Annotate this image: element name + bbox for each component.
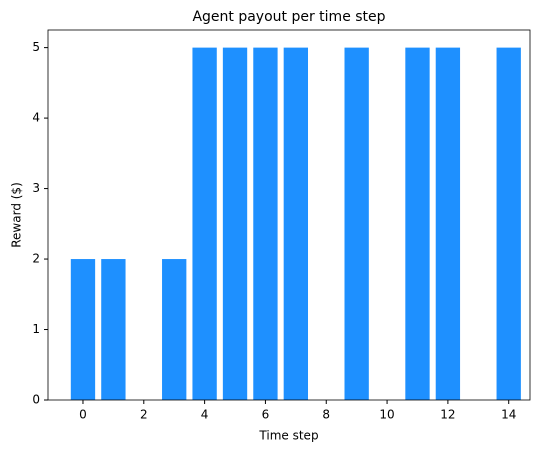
bar xyxy=(496,47,521,400)
y-tick-label: 4 xyxy=(32,111,40,125)
y-axis-label: Reward ($) xyxy=(10,182,24,248)
bar xyxy=(405,47,430,400)
bar xyxy=(253,47,278,400)
bar xyxy=(222,47,248,400)
y-tick-label: 0 xyxy=(32,393,40,407)
x-tick-label: 6 xyxy=(262,408,270,422)
x-tick-label: 14 xyxy=(501,408,516,422)
x-tick-label: 8 xyxy=(322,408,330,422)
y-tick-label: 2 xyxy=(32,252,40,266)
bar xyxy=(162,259,187,400)
chart-title: Agent payout per time step xyxy=(192,9,385,25)
x-tick-label: 12 xyxy=(440,408,455,422)
y-tick-label: 5 xyxy=(32,40,40,54)
bar xyxy=(192,47,217,400)
y-tick-label: 1 xyxy=(32,322,40,336)
bar xyxy=(70,259,96,400)
bar xyxy=(283,47,309,400)
x-tick-label: 0 xyxy=(79,408,87,422)
bar xyxy=(344,47,369,400)
plot-frame xyxy=(47,29,531,401)
x-tick-label: 4 xyxy=(201,408,209,422)
bar xyxy=(101,259,126,400)
x-tick-label: 10 xyxy=(379,408,394,422)
x-tick-label: 2 xyxy=(140,408,148,422)
x-axis-label: Time step xyxy=(258,429,318,443)
bar xyxy=(435,47,461,400)
y-tick-label: 3 xyxy=(32,181,40,195)
